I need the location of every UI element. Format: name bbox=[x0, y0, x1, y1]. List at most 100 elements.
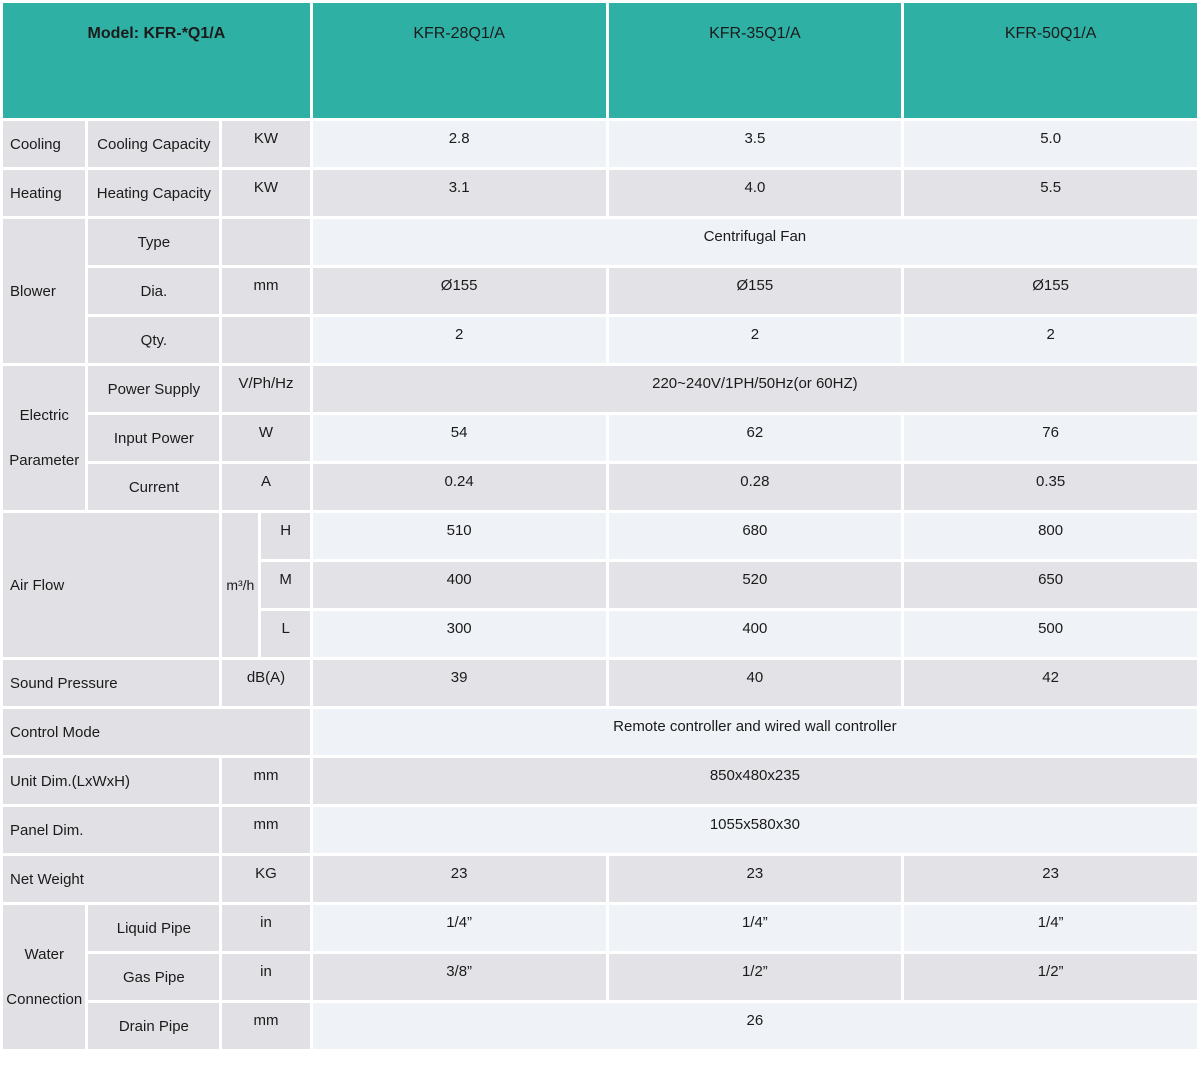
value-cell: 2 bbox=[904, 317, 1197, 363]
heating-unit-cell: KW bbox=[222, 170, 310, 216]
current-row: Current A 0.24 0.28 0.35 bbox=[3, 464, 1197, 510]
value-cell: 2 bbox=[608, 317, 902, 363]
airflow-l-row: L 300 400 500 bbox=[3, 611, 1197, 657]
cooling-unit-cell: KW bbox=[222, 121, 310, 167]
electric-parameter-category-cell: Electric Parameter bbox=[3, 366, 86, 510]
value-cell: 39 bbox=[312, 660, 606, 706]
span-value-cell: Remote controller and wired wall control… bbox=[312, 709, 1197, 755]
heating-category-cell: Heating bbox=[3, 170, 86, 216]
unit-dim-unit-cell: mm bbox=[222, 758, 310, 804]
value-cell: 40 bbox=[608, 660, 902, 706]
current-unit-cell: A bbox=[222, 464, 310, 510]
power-supply-row: Electric Parameter Power Supply V/Ph/Hz … bbox=[3, 366, 1197, 510]
power-supply-label: Power Supply bbox=[88, 366, 220, 412]
blower-dia-unit-cell: mm bbox=[222, 268, 310, 314]
value-cell: 520 bbox=[608, 562, 902, 608]
header-model-2: KFR-35Q1/A bbox=[608, 3, 902, 118]
net-weight-unit-cell: KG bbox=[222, 856, 310, 902]
input-power-unit-cell: W bbox=[222, 415, 310, 461]
value-cell: 1/4” bbox=[904, 905, 1197, 951]
control-mode-row: Control Mode Remote controller and wired… bbox=[3, 709, 1197, 755]
drain-pipe-unit-cell: mm bbox=[222, 1003, 310, 1049]
span-value-cell: Centrifugal Fan bbox=[312, 219, 1197, 265]
panel-dim-row: Panel Dim. mm 1055x580x30 bbox=[3, 807, 1197, 853]
value-cell: 23 bbox=[904, 856, 1197, 902]
airflow-m-row: M 400 520 650 bbox=[3, 562, 1197, 608]
value-cell: 0.28 bbox=[608, 464, 902, 510]
value-cell: 23 bbox=[608, 856, 902, 902]
value-cell: 3.1 bbox=[312, 170, 606, 216]
value-cell: 510 bbox=[312, 513, 606, 559]
header-model-cell: Model: KFR-*Q1/A bbox=[3, 3, 310, 118]
liquid-pipe-row: Water Connection Liquid Pipe in 1/4” 1/4… bbox=[3, 905, 1197, 1049]
value-cell: 400 bbox=[312, 562, 606, 608]
value-cell: 5.0 bbox=[904, 121, 1197, 167]
value-cell: 3.5 bbox=[608, 121, 902, 167]
airflow-category-cell: Air Flow bbox=[3, 513, 220, 657]
value-cell: 4.0 bbox=[608, 170, 902, 216]
liquid-pipe-label: Liquid Pipe bbox=[88, 905, 220, 951]
blower-category-cell: Blower bbox=[3, 219, 86, 363]
water-connection-category-cell: Water Connection bbox=[3, 905, 86, 1049]
sound-pressure-unit-cell: dB(A) bbox=[222, 660, 310, 706]
power-supply-unit-cell: V/Ph/Hz bbox=[222, 366, 310, 412]
cooling-category-cell: Cooling bbox=[3, 121, 86, 167]
value-cell: 800 bbox=[904, 513, 1197, 559]
header-model-1: KFR-28Q1/A bbox=[312, 3, 606, 118]
unit-dim-category-cell: Unit Dim.(LxWxH) bbox=[3, 758, 220, 804]
heating-capacity-label: Heating Capacity bbox=[88, 170, 220, 216]
value-cell: 1/4” bbox=[608, 905, 902, 951]
spec-table: Model: KFR-*Q1/A KFR-28Q1/A KFR-35Q1/A K… bbox=[3, 3, 1197, 1049]
control-mode-category-cell: Control Mode bbox=[3, 709, 310, 755]
value-cell: 2 bbox=[312, 317, 606, 363]
blower-qty-unit-cell bbox=[222, 317, 310, 363]
sound-pressure-category-cell: Sound Pressure bbox=[3, 660, 220, 706]
value-cell: 300 bbox=[312, 611, 606, 657]
value-cell: Ø155 bbox=[904, 268, 1197, 314]
span-value-cell: 1055x580x30 bbox=[312, 807, 1197, 853]
value-cell: 400 bbox=[608, 611, 902, 657]
drain-pipe-label: Drain Pipe bbox=[88, 1003, 220, 1049]
input-power-row: Input Power W 54 62 76 bbox=[3, 415, 1197, 461]
value-cell: 500 bbox=[904, 611, 1197, 657]
panel-dim-category-cell: Panel Dim. bbox=[3, 807, 220, 853]
net-weight-row: Net Weight KG 23 23 23 bbox=[3, 856, 1197, 902]
blower-type-label: Type bbox=[88, 219, 220, 265]
value-cell: 54 bbox=[312, 415, 606, 461]
heating-row: Heating Heating Capacity KW 3.1 4.0 5.5 bbox=[3, 170, 1197, 216]
net-weight-category-cell: Net Weight bbox=[3, 856, 220, 902]
value-cell: 5.5 bbox=[904, 170, 1197, 216]
blower-type-unit-cell bbox=[222, 219, 310, 265]
value-cell: 650 bbox=[904, 562, 1197, 608]
value-cell: 680 bbox=[608, 513, 902, 559]
value-cell: Ø155 bbox=[608, 268, 902, 314]
drain-pipe-row: Drain Pipe mm 26 bbox=[3, 1003, 1197, 1049]
blower-dia-row: Dia. mm Ø155 Ø155 Ø155 bbox=[3, 268, 1197, 314]
value-cell: 23 bbox=[312, 856, 606, 902]
input-power-label: Input Power bbox=[88, 415, 220, 461]
panel-dim-unit-cell: mm bbox=[222, 807, 310, 853]
value-cell: 3/8” bbox=[312, 954, 606, 1000]
sound-pressure-row: Sound Pressure dB(A) 39 40 42 bbox=[3, 660, 1197, 706]
gas-pipe-row: Gas Pipe in 3/8” 1/2” 1/2” bbox=[3, 954, 1197, 1000]
span-value-cell: 26 bbox=[312, 1003, 1197, 1049]
airflow-m-label: M bbox=[261, 562, 310, 608]
value-cell: 42 bbox=[904, 660, 1197, 706]
blower-qty-row: Qty. 2 2 2 bbox=[3, 317, 1197, 363]
value-cell: 62 bbox=[608, 415, 902, 461]
blower-qty-label: Qty. bbox=[88, 317, 220, 363]
value-cell: Ø155 bbox=[312, 268, 606, 314]
airflow-l-label: L bbox=[261, 611, 310, 657]
value-cell: 0.35 bbox=[904, 464, 1197, 510]
value-cell: 1/4” bbox=[312, 905, 606, 951]
span-value-cell: 220~240V/1PH/50Hz(or 60HZ) bbox=[312, 366, 1197, 412]
span-value-cell: 850x480x235 bbox=[312, 758, 1197, 804]
airflow-h-label: H bbox=[261, 513, 310, 559]
cooling-row: Cooling Cooling Capacity KW 2.8 3.5 5.0 bbox=[3, 121, 1197, 167]
value-cell: 1/2” bbox=[608, 954, 902, 1000]
value-cell: 0.24 bbox=[312, 464, 606, 510]
liquid-pipe-unit-cell: in bbox=[222, 905, 310, 951]
gas-pipe-label: Gas Pipe bbox=[88, 954, 220, 1000]
airflow-unit-cell: m³/h bbox=[222, 513, 259, 657]
value-cell: 76 bbox=[904, 415, 1197, 461]
